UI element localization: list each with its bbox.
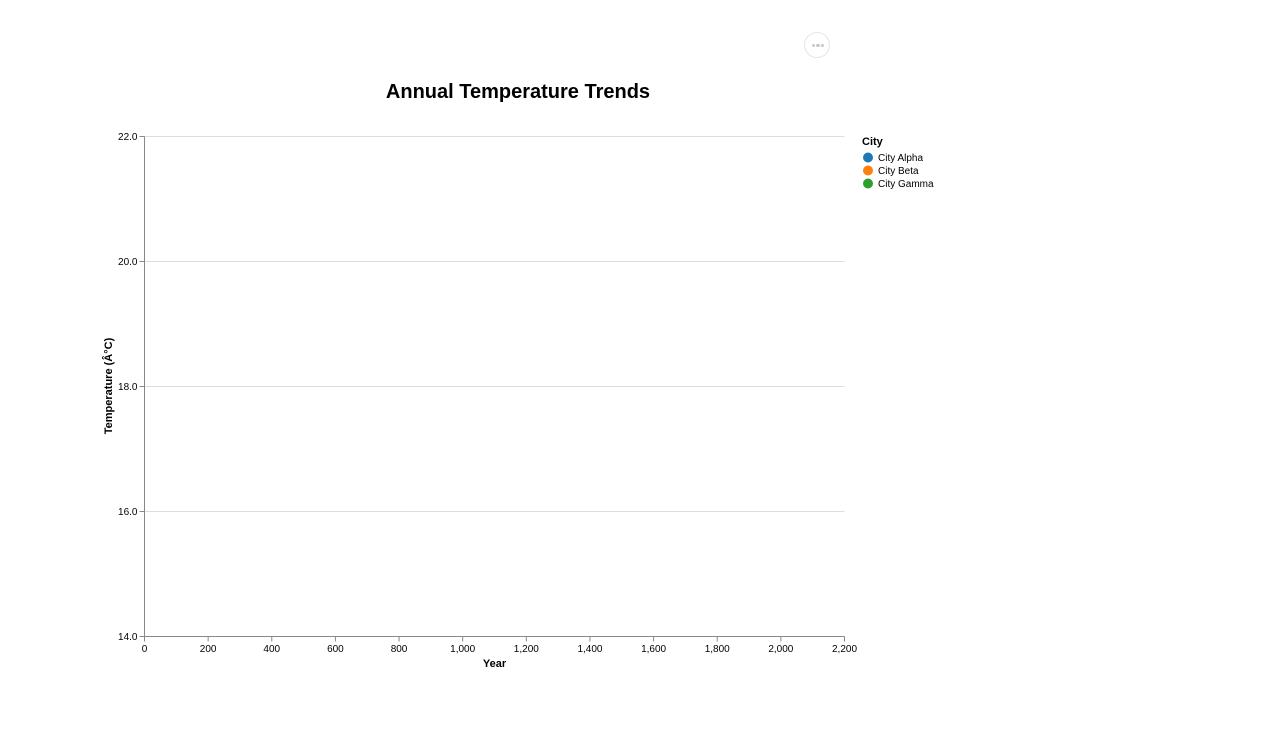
- legend-swatch: [863, 178, 873, 189]
- legend-swatch: [863, 152, 873, 163]
- gridlines: [144, 136, 845, 637]
- x-tick-label: 1,000: [450, 644, 475, 655]
- ellipsis-icon: [811, 44, 815, 48]
- x-tick-label: 400: [263, 644, 280, 655]
- y-tick-label: 16.0: [118, 507, 138, 518]
- legend-swatch: [863, 165, 873, 176]
- x-tick-label: 1,600: [641, 644, 666, 655]
- x-tick-label: 600: [327, 644, 344, 655]
- y-tick-label: 22.0: [118, 132, 138, 143]
- ellipsis-icon: [816, 44, 820, 48]
- y-tick-label: 18.0: [118, 382, 138, 393]
- legend: City City Alpha City Beta City Gamma: [862, 136, 934, 190]
- axes: 14.0 16.0 18.0 20.0 22.0 0 200 400 600 800 1,000 1,…: [118, 132, 857, 655]
- y-axis-label: Temperature (Â°C): [102, 337, 115, 434]
- x-axis-label: Year: [483, 658, 507, 670]
- ellipsis-icon: [821, 44, 825, 48]
- legend-label: City Gamma: [878, 179, 934, 190]
- x-tick-label: 1,800: [705, 644, 730, 655]
- x-tick-label: 800: [391, 644, 408, 655]
- legend-label: City Alpha: [878, 153, 923, 164]
- chart-title: Annual Temperature Trends: [386, 81, 650, 103]
- x-tick-label: 1,200: [514, 644, 539, 655]
- x-tick-label: 1,400: [577, 644, 602, 655]
- x-tick-label: 200: [200, 644, 217, 655]
- chart-actions-menu-button[interactable]: [804, 32, 830, 58]
- x-tick-label: 2,200: [832, 644, 857, 655]
- legend-label: City Beta: [878, 166, 919, 177]
- x-tick-label: 0: [142, 644, 148, 655]
- y-tick-label: 14.0: [118, 632, 138, 643]
- legend-title: City: [862, 136, 884, 148]
- y-tick-label: 20.0: [118, 257, 138, 268]
- x-tick-label: 2,000: [768, 644, 793, 655]
